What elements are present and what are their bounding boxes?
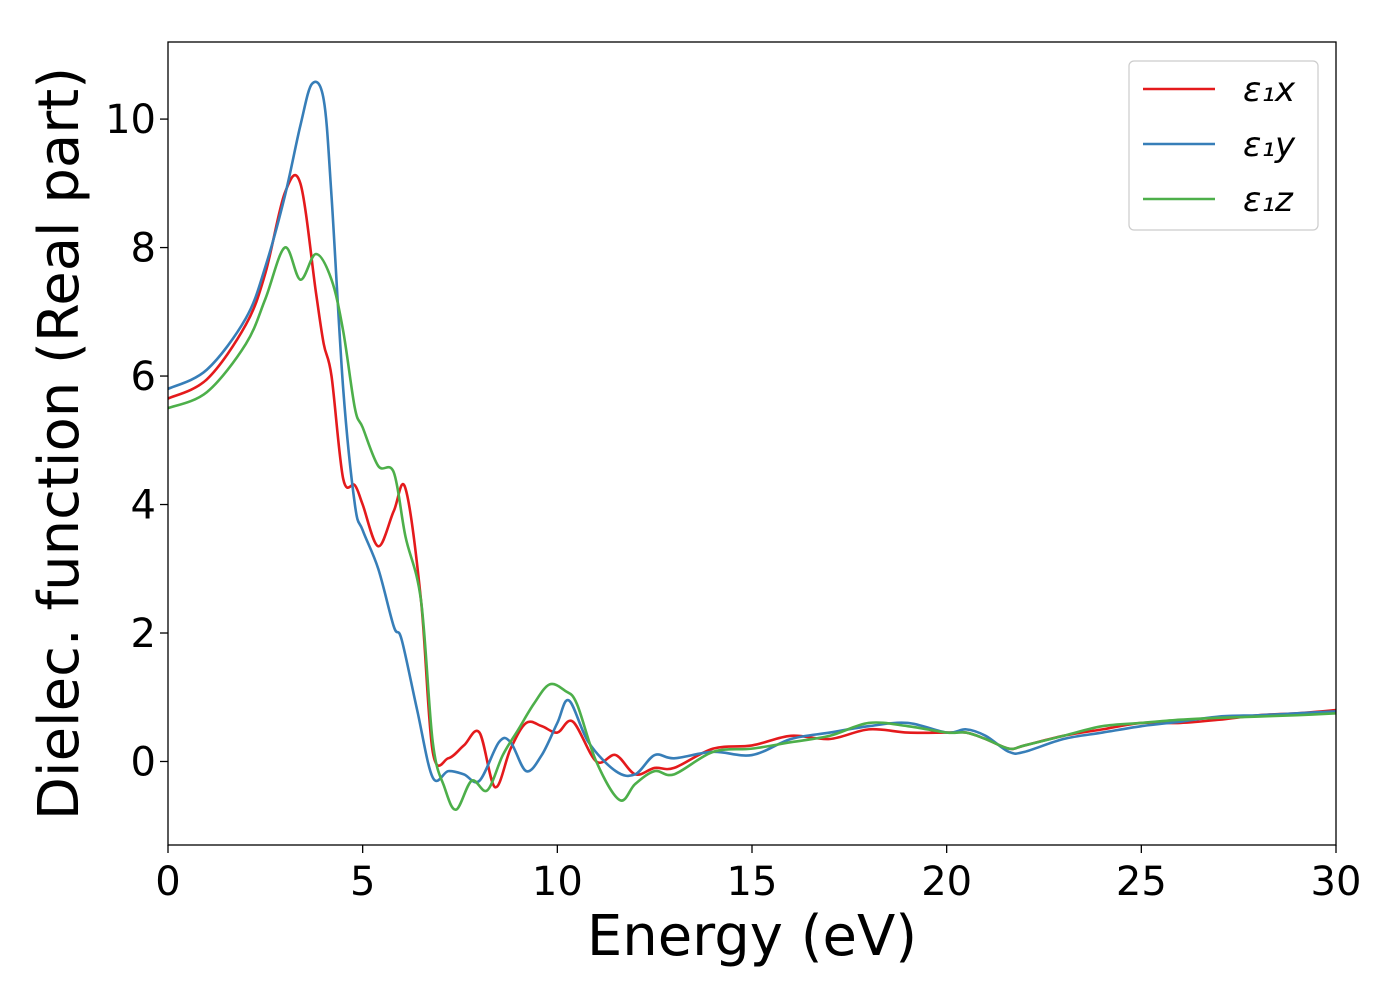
legend-box (1128, 60, 1319, 231)
legend-label-3: ε₁z (1243, 180, 1294, 220)
legend-label-1: ε₁x (1243, 70, 1296, 110)
y-tick-label: 4 (131, 483, 156, 529)
x-tick-label: 0 (155, 859, 180, 905)
series-line-2 (168, 80, 1336, 784)
y-tick-label: 2 (131, 611, 156, 657)
plot-area (168, 80, 1336, 811)
y-tick-label: 6 (131, 354, 156, 400)
x-tick-label: 5 (350, 859, 375, 905)
series-lines (168, 80, 1336, 811)
series-line-3 (168, 246, 1336, 811)
x-tick-label: 30 (1311, 859, 1362, 905)
x-tick-label: 15 (727, 859, 778, 905)
y-tick-label: 8 (131, 226, 156, 272)
x-tick-label: 25 (1116, 859, 1167, 905)
y-axis-label: Dielec. function (Real part) (27, 67, 92, 820)
x-tick-label: 20 (921, 859, 972, 905)
legend-label-2: ε₁y (1243, 125, 1296, 165)
y-tick-label: 10 (105, 97, 156, 143)
x-tick-label: 10 (532, 859, 583, 905)
y-tick-label: 0 (131, 739, 156, 785)
x-axis-label: Energy (eV) (587, 904, 917, 969)
legend: ε₁x ε₁y ε₁z (1128, 60, 1319, 231)
